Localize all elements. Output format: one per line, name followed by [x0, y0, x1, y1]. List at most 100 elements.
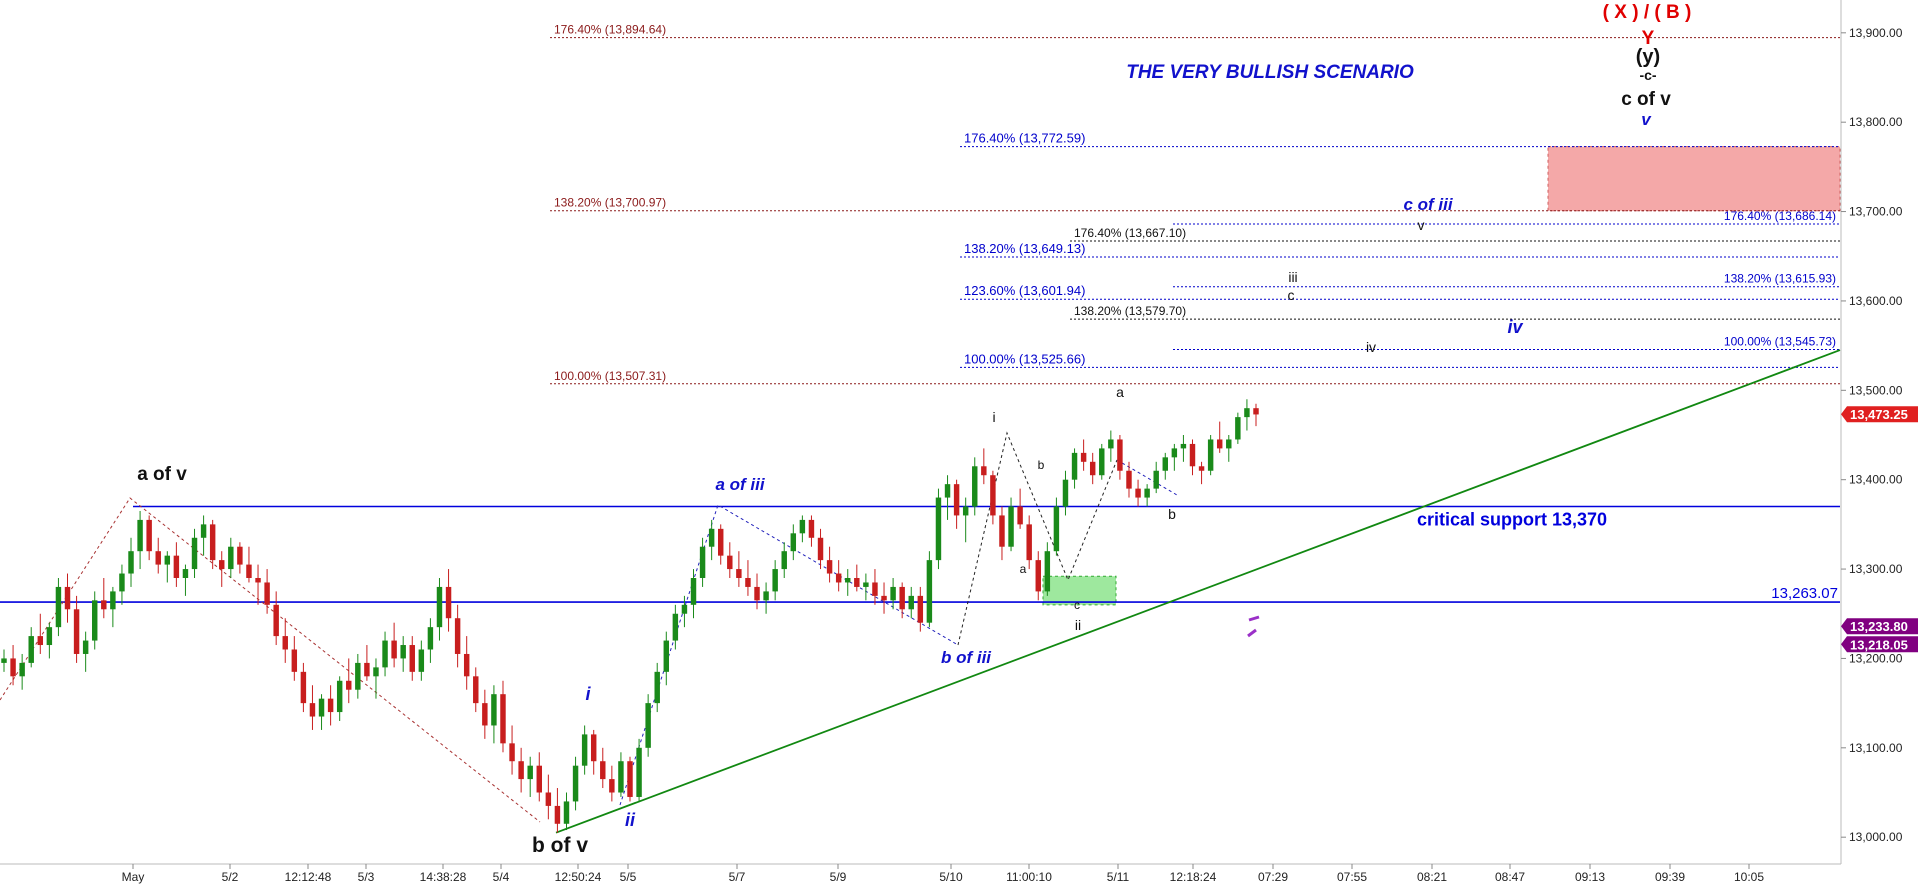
candle-body — [173, 555, 180, 578]
candle-body — [745, 578, 751, 587]
candle-body — [600, 761, 606, 780]
candle-body — [137, 519, 143, 552]
candle-body — [763, 591, 769, 601]
wave-label: Y — [1642, 28, 1655, 49]
time-tick-label: 09:13 — [1575, 870, 1605, 884]
candle-body — [563, 801, 570, 824]
candle-body — [46, 627, 53, 646]
horizontal-level-label: critical support 13,370 — [1417, 510, 1607, 530]
time-tick-label: 5/7 — [729, 870, 746, 884]
candle-body — [228, 546, 234, 570]
time-tick-label: 5/5 — [620, 870, 637, 884]
candle-body — [572, 765, 579, 802]
time-tick-label: 12:18:24 — [1170, 870, 1217, 884]
time-tick-label: 5/10 — [939, 870, 963, 884]
candle-body — [1144, 488, 1150, 498]
time-tick-label: 5/4 — [493, 870, 510, 884]
candle-body — [881, 595, 887, 601]
candle-body — [119, 573, 125, 592]
target-zone — [1547, 146, 1841, 212]
candle-body — [817, 537, 824, 561]
candle-body — [37, 636, 44, 646]
wave-label: ii — [1075, 617, 1081, 633]
candle-body — [690, 578, 697, 605]
candle-body — [926, 560, 933, 623]
candle-body — [654, 671, 660, 704]
candle-body — [663, 640, 670, 672]
wave-channel-blue — [619, 504, 959, 806]
candle-body — [110, 591, 116, 610]
candle-body — [1153, 470, 1159, 489]
price-axis: 13,000.00 13,100.00 13,200.00 13,300.00 13,4… — [1840, 0, 1903, 864]
candle-body — [554, 805, 561, 824]
candle-body — [799, 519, 806, 534]
candle-body — [473, 676, 479, 704]
wave-label: a — [1020, 562, 1027, 576]
candle-body — [990, 475, 996, 516]
candle-body — [772, 569, 778, 592]
wave-label: iv — [1507, 317, 1523, 337]
wave-label: -c- — [1639, 67, 1656, 83]
candle-body — [10, 658, 16, 677]
candle-body — [500, 694, 506, 744]
fib-level-label: 176.40% (13,772.59) — [964, 131, 1085, 146]
price-tick-label: 13,900.00 — [1849, 26, 1903, 40]
candle-body — [808, 519, 815, 538]
candle-body — [82, 640, 89, 654]
wave-labels: ( X ) / ( B ) Y (y) -c- c of v v a of v … — [137, 2, 1691, 857]
candle-body — [155, 551, 161, 565]
candle-body — [1244, 408, 1250, 418]
price-badge-label: 13,473.25 — [1850, 407, 1908, 422]
time-tick-label: 08:21 — [1417, 870, 1447, 884]
candle-body — [681, 604, 688, 614]
candle-body — [645, 703, 651, 748]
candle-body — [1235, 417, 1241, 440]
candle-body — [1035, 560, 1041, 592]
candle-body — [391, 640, 397, 659]
time-tick-label: 14:38:28 — [420, 870, 467, 884]
candle-body — [590, 734, 597, 762]
wave-label: ( X ) / ( B ) — [1603, 2, 1692, 23]
candle-body — [64, 586, 71, 610]
wave-label: iii — [1288, 269, 1297, 285]
candle-body — [346, 680, 352, 690]
price-badge — [1841, 618, 1918, 635]
candle-body — [382, 640, 388, 668]
candle-body — [527, 765, 533, 780]
candle-body — [427, 627, 434, 650]
time-tick-label: 5/9 — [830, 870, 847, 884]
candle-body — [418, 649, 425, 672]
candle-body — [200, 524, 207, 538]
candle-body — [246, 564, 252, 578]
wave-label: c — [1074, 598, 1080, 612]
time-tick-label: 07:55 — [1337, 870, 1367, 884]
wave-channel-black — [957, 431, 1118, 646]
candle-body — [1108, 439, 1114, 449]
purple-marker-icon — [1247, 615, 1260, 638]
fib-level-label: 123.60% (13,601.94) — [964, 283, 1085, 298]
price-badge — [1841, 636, 1918, 653]
candle-body — [917, 595, 924, 623]
wave-label: a of v — [137, 464, 187, 485]
fib-level-label: 100.00% (13,507.31) — [554, 369, 666, 383]
candle-body — [282, 636, 288, 650]
fibonacci-levels: 176.40% (13,894.64) 138.20% (13,700.97) 10… — [550, 23, 1840, 385]
candle-body — [1, 658, 7, 663]
candle-body — [1135, 488, 1141, 498]
candle-body — [219, 560, 225, 570]
time-tick-label: 10:05 — [1734, 870, 1764, 884]
wave-label: a of iii — [715, 475, 765, 494]
candle-body — [854, 578, 860, 587]
candle-body — [1017, 506, 1023, 525]
candle-body — [1253, 408, 1259, 415]
candle-body — [863, 582, 869, 587]
candle-body — [237, 546, 243, 565]
candle-body — [1026, 524, 1032, 561]
candle-body — [400, 645, 406, 659]
candle-body — [146, 519, 152, 552]
time-tick-label: 11:00:10 — [1006, 870, 1052, 884]
candle-body — [482, 703, 488, 726]
candle-body — [1062, 479, 1069, 507]
candle-body — [826, 560, 833, 574]
